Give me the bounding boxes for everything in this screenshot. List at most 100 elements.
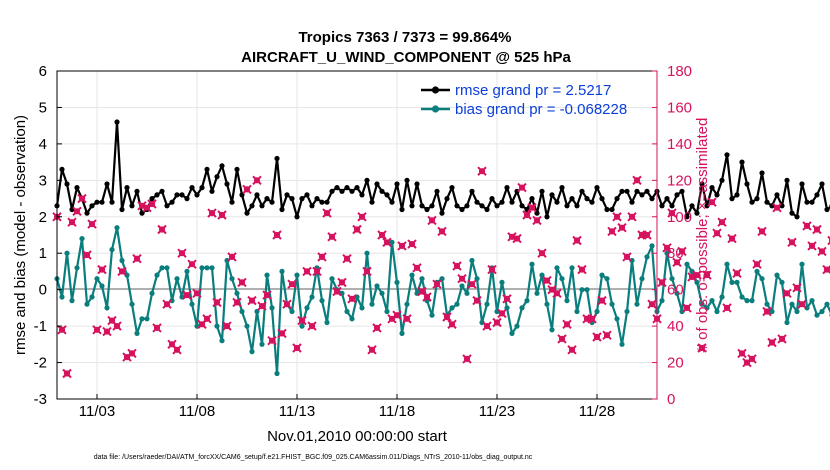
count-marker-stroke (477, 166, 487, 176)
bias-point (189, 301, 195, 307)
count-marker (242, 184, 252, 195)
bias-point (779, 279, 785, 285)
count-marker (432, 279, 442, 289)
count-marker-stroke (597, 295, 607, 306)
rmse-point (674, 192, 680, 198)
count-marker (307, 321, 317, 331)
bias-point (164, 265, 170, 271)
count-marker-stroke (682, 303, 692, 313)
bias-point (684, 261, 690, 267)
count-marker-stroke (352, 224, 362, 235)
rmse-point (274, 155, 280, 162)
rmse-point (399, 206, 405, 213)
count-marker (452, 261, 462, 271)
rmse-point (569, 196, 575, 202)
bias-point (449, 305, 455, 311)
count-marker (402, 314, 412, 324)
count-marker (812, 224, 822, 235)
rmse-point (804, 199, 810, 205)
count-marker-stroke (662, 243, 672, 253)
rmse-point (619, 188, 625, 194)
chart-subtitle: AIRCRAFT_U_WIND_COMPONENT @ 525 hPa (241, 49, 571, 66)
rmse-point (499, 199, 505, 205)
rmse-point (679, 188, 685, 194)
count-marker (272, 230, 282, 240)
left-axis-ticks: -3 -2 -1 0 1 2 3 4 5 6 (34, 63, 62, 408)
count-marker-stroke (297, 315, 307, 326)
bias-point (104, 305, 110, 311)
rmse-point (74, 185, 80, 191)
count-marker-stroke (707, 197, 717, 207)
count-marker-stroke (772, 202, 782, 213)
count-marker (752, 259, 762, 269)
count-marker-stroke (292, 343, 302, 353)
count-marker (247, 295, 257, 306)
rmse-point (269, 199, 275, 205)
count-marker (557, 334, 567, 344)
count-marker-stroke (802, 221, 812, 231)
bias-point (274, 370, 280, 377)
count-marker (287, 279, 297, 289)
rmse-point (349, 188, 355, 194)
count-marker (817, 246, 827, 257)
rmse-point (414, 181, 420, 187)
count-marker-stroke (407, 239, 417, 249)
right-tick-label: 80 (667, 245, 684, 262)
count-marker (217, 210, 227, 220)
rmse-point (319, 199, 325, 205)
bias-point (524, 298, 530, 304)
rmse-point (379, 188, 385, 194)
rmse-point (434, 188, 440, 194)
rmse-series (54, 119, 830, 220)
count-marker (147, 199, 157, 209)
count-marker (572, 235, 582, 246)
bias-point (789, 301, 795, 307)
rmse-point (324, 199, 330, 205)
count-marker-stroke (357, 212, 367, 222)
count-marker-stroke (227, 252, 237, 262)
count-marker-stroke (182, 290, 192, 300)
count-marker-stroke (217, 210, 227, 220)
bias-point (739, 294, 745, 300)
count-marker (267, 335, 277, 346)
count-marker-stroke (417, 286, 427, 297)
count-marker (617, 222, 627, 233)
right-axis-ticks: 0 20 40 60 80 100 120 140 160 180 (652, 63, 692, 408)
count-marker (212, 297, 222, 308)
bias-point (624, 308, 630, 315)
count-marker-stroke (512, 233, 522, 244)
count-marker (257, 301, 267, 311)
rmse-point (344, 185, 350, 191)
count-marker (437, 226, 447, 237)
rmse-point (389, 199, 395, 205)
left-tick-label: 4 (39, 136, 47, 153)
count-marker-stroke (777, 334, 787, 344)
bias-point (239, 308, 245, 315)
bias-point (584, 287, 590, 293)
count-marker (727, 233, 737, 244)
count-marker (352, 224, 362, 235)
count-marker (187, 259, 197, 269)
right-tick-label: 100 (667, 209, 692, 226)
count-marker (227, 252, 237, 262)
bias-point (279, 268, 285, 274)
count-marker-stroke (167, 339, 177, 350)
bias-point (94, 276, 100, 282)
count-marker (632, 175, 642, 186)
bias-point (719, 294, 725, 300)
count-marker-stroke (267, 335, 277, 346)
count-marker (372, 323, 382, 333)
count-marker (412, 263, 422, 273)
rmse-point (689, 203, 695, 209)
rmse-point (254, 192, 260, 198)
bias-point (619, 341, 625, 347)
rmse-point (299, 196, 305, 202)
rmse-point (64, 181, 70, 187)
rmse-point (554, 199, 560, 205)
count-marker (717, 217, 727, 227)
right-tick-label: 140 (667, 136, 692, 153)
rmse-point (759, 170, 765, 176)
count-marker-stroke (537, 248, 547, 258)
bias-point (514, 323, 520, 329)
count-marker (642, 230, 652, 240)
